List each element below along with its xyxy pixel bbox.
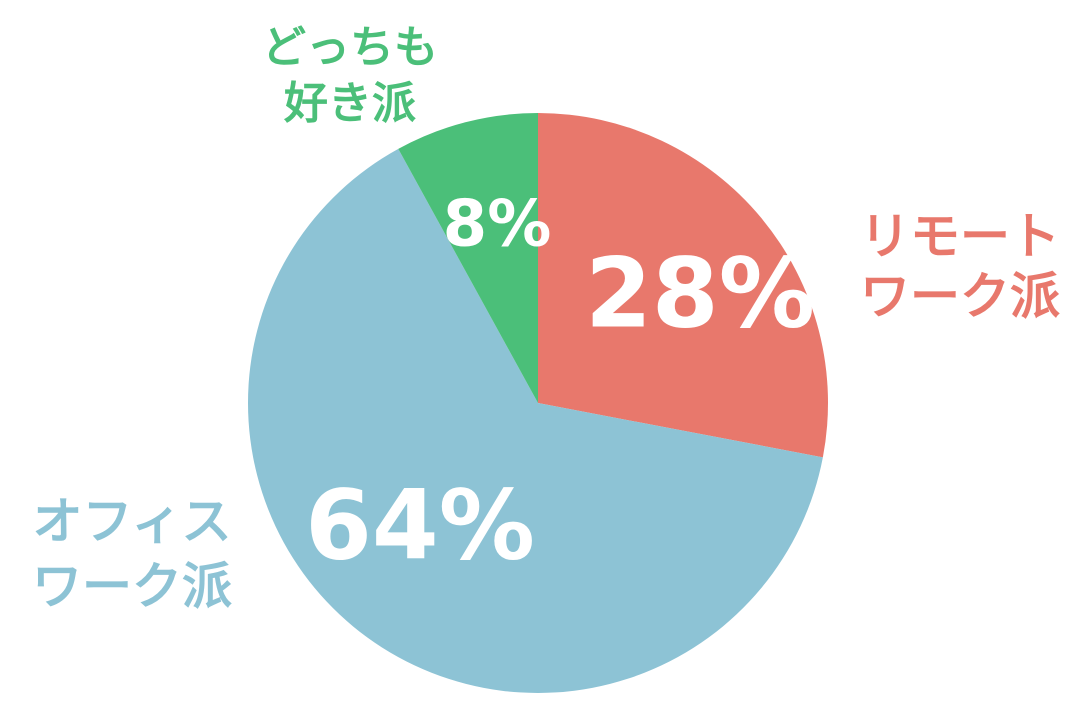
value-label: 64% <box>305 469 535 581</box>
category-label: ワーク派 <box>860 268 1060 326</box>
value-label: 28% <box>585 237 815 349</box>
pie-slice <box>398 113 538 403</box>
category-label: リモート <box>860 208 1060 266</box>
category-label: 好き派 <box>283 78 416 129</box>
category-label: オフィス <box>33 493 232 551</box>
category-label: どっちも <box>262 22 438 73</box>
pie-slice <box>247 148 823 693</box>
pie-slice <box>538 113 828 458</box>
value-label: 8% <box>443 188 552 262</box>
category-label: ワーク派 <box>32 558 232 616</box>
